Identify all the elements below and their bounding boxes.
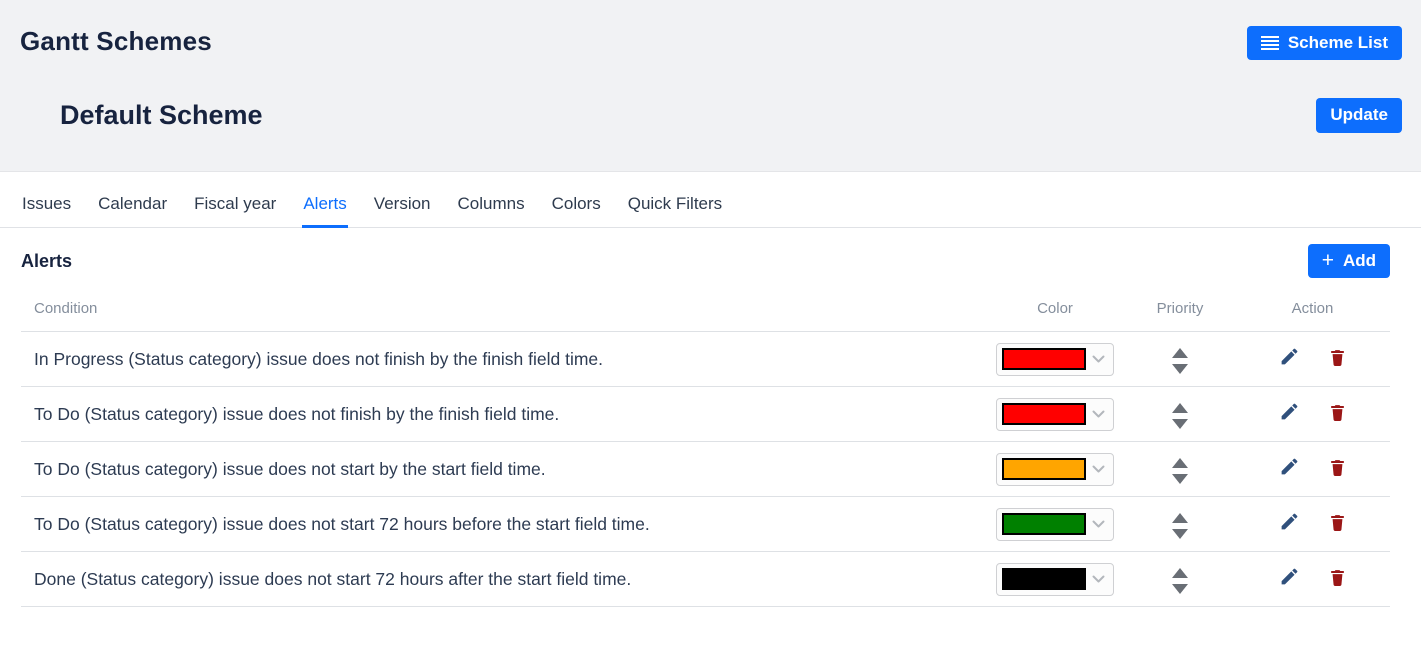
- delete-button[interactable]: [1328, 456, 1347, 480]
- chevron-down-icon: [1092, 355, 1105, 364]
- action-cell: [1235, 331, 1390, 388]
- chevron-down-icon: [1092, 410, 1105, 419]
- color-cell: [985, 441, 1125, 498]
- priority-cell: [1125, 331, 1235, 388]
- edit-button[interactable]: [1279, 346, 1300, 370]
- action-cell: [1235, 551, 1390, 608]
- chevron-down-icon: [1092, 465, 1105, 474]
- color-swatch: [1002, 403, 1086, 426]
- arrow-up-icon[interactable]: [1172, 512, 1188, 523]
- page-header: Gantt Schemes Scheme List Default Scheme…: [0, 0, 1421, 172]
- color-select[interactable]: [996, 452, 1114, 486]
- alert-condition: To Do (Status category) issue does not s…: [21, 441, 985, 498]
- tab-bar: Issues Calendar Fiscal year Alerts Version Co…: [0, 172, 1421, 228]
- scheme-list-button-label: Scheme List: [1287, 33, 1388, 52]
- alert-condition: Done (Status category) issue does not st…: [21, 551, 985, 608]
- color-cell: [985, 386, 1125, 443]
- trash-icon: [1328, 346, 1347, 370]
- scheme-name-title: Default Scheme: [60, 100, 263, 131]
- color-swatch: [1002, 458, 1086, 481]
- update-button[interactable]: Update: [1316, 98, 1402, 133]
- color-swatch: [1002, 348, 1086, 371]
- priority-cell: [1125, 386, 1235, 443]
- tab-colors[interactable]: Colors: [551, 194, 601, 213]
- tab-issues[interactable]: Issues: [22, 194, 72, 213]
- table-row: To Do (Status category) issue does not s…: [21, 496, 1390, 553]
- alerts-heading: Alerts: [21, 250, 73, 271]
- tab-fiscal-year[interactable]: Fiscal year: [194, 194, 277, 213]
- alert-condition: To Do (Status category) issue does not f…: [21, 386, 985, 443]
- tab-columns[interactable]: Columns: [457, 194, 525, 213]
- priority-cell: [1125, 441, 1235, 498]
- scheme-list-button[interactable]: Scheme List: [1246, 26, 1402, 61]
- alert-condition: In Progress (Status category) issue does…: [21, 331, 985, 388]
- color-select[interactable]: [996, 342, 1114, 376]
- edit-button[interactable]: [1279, 511, 1300, 535]
- arrow-down-icon[interactable]: [1172, 473, 1188, 484]
- color-swatch: [1002, 513, 1086, 536]
- priority-cell: [1125, 496, 1235, 553]
- delete-button[interactable]: [1328, 401, 1347, 425]
- page-title: Gantt Schemes: [20, 26, 212, 56]
- delete-button[interactable]: [1328, 511, 1347, 535]
- arrow-down-icon[interactable]: [1172, 528, 1188, 539]
- alerts-section-header: Alerts + Add: [0, 228, 1421, 279]
- arrow-down-icon[interactable]: [1172, 363, 1188, 374]
- color-select[interactable]: [996, 397, 1114, 431]
- priority-cell: [1125, 551, 1235, 608]
- edit-button[interactable]: [1279, 566, 1300, 590]
- color-cell: [985, 331, 1125, 388]
- table-row: To Do (Status category) issue does not f…: [21, 386, 1390, 443]
- column-header-condition: Condition: [21, 292, 985, 333]
- tab-version[interactable]: Version: [373, 194, 431, 213]
- delete-button[interactable]: [1328, 346, 1347, 370]
- color-cell: [985, 496, 1125, 553]
- arrow-up-icon[interactable]: [1172, 457, 1188, 468]
- alerts-table: Condition Color Priority Action In Progr…: [21, 292, 1390, 608]
- color-select[interactable]: [996, 507, 1114, 541]
- delete-button[interactable]: [1328, 566, 1347, 590]
- add-button-label: Add: [1342, 251, 1376, 270]
- color-cell: [985, 551, 1125, 608]
- edit-button[interactable]: [1279, 401, 1300, 425]
- tab-calendar[interactable]: Calendar: [98, 194, 168, 213]
- arrow-up-icon[interactable]: [1172, 567, 1188, 578]
- pencil-icon: [1279, 346, 1300, 370]
- list-icon: [1260, 36, 1279, 51]
- pencil-icon: [1279, 401, 1300, 425]
- trash-icon: [1328, 511, 1347, 535]
- table-row: Done (Status category) issue does not st…: [21, 551, 1390, 608]
- pencil-icon: [1279, 456, 1300, 480]
- chevron-down-icon: [1092, 520, 1105, 529]
- table-header-row: Condition Color Priority Action: [21, 292, 1390, 333]
- column-header-priority: Priority: [1125, 292, 1235, 333]
- action-cell: [1235, 496, 1390, 553]
- pencil-icon: [1279, 511, 1300, 535]
- color-select[interactable]: [996, 562, 1114, 596]
- action-cell: [1235, 386, 1390, 443]
- edit-button[interactable]: [1279, 456, 1300, 480]
- arrow-down-icon[interactable]: [1172, 418, 1188, 429]
- update-button-label: Update: [1330, 105, 1388, 125]
- alert-condition: To Do (Status category) issue does not s…: [21, 496, 985, 553]
- column-header-color: Color: [985, 292, 1125, 333]
- trash-icon: [1328, 456, 1347, 480]
- trash-icon: [1328, 401, 1347, 425]
- tab-quick-filters[interactable]: Quick Filters: [627, 194, 723, 213]
- trash-icon: [1328, 566, 1347, 590]
- arrow-down-icon[interactable]: [1172, 583, 1188, 594]
- chevron-down-icon: [1092, 575, 1105, 584]
- arrow-up-icon[interactable]: [1172, 402, 1188, 413]
- plus-icon: +: [1321, 249, 1334, 273]
- action-cell: [1235, 441, 1390, 498]
- table-row: In Progress (Status category) issue does…: [21, 331, 1390, 388]
- alerts-table-container: Condition Color Priority Action In Progr…: [0, 292, 1421, 608]
- color-swatch: [1002, 568, 1086, 591]
- table-row: To Do (Status category) issue does not s…: [21, 441, 1390, 498]
- tab-alerts[interactable]: Alerts: [302, 194, 348, 228]
- column-header-action: Action: [1235, 292, 1390, 333]
- arrow-up-icon[interactable]: [1172, 347, 1188, 358]
- pencil-icon: [1279, 566, 1300, 590]
- add-alert-button[interactable]: + Add: [1307, 244, 1390, 279]
